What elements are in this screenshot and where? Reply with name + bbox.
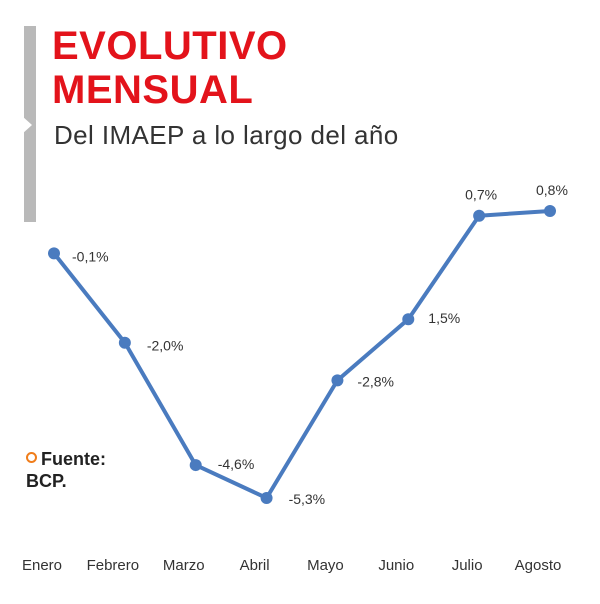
- data-point: [544, 205, 556, 217]
- x-tick-label: Junio: [378, 557, 414, 574]
- chart-title-line-1: EVOLUTIVO: [52, 24, 288, 68]
- data-label: 0,7%: [465, 187, 497, 203]
- x-tick-label: Julio: [452, 557, 483, 574]
- source-note: Fuente: BCP.: [26, 448, 106, 492]
- source-label-row: Fuente:: [26, 448, 106, 470]
- data-label: 1,5%: [428, 310, 460, 326]
- x-tick-label: Mayo: [307, 557, 344, 574]
- series-line: [52, 209, 552, 500]
- data-point: [260, 492, 273, 504]
- data-point: [189, 459, 202, 472]
- chart-title-line-2: MENSUAL: [52, 68, 254, 112]
- source-bullet-icon: [26, 452, 37, 463]
- data-point: [473, 209, 486, 222]
- data-label: 0,8%: [536, 182, 568, 198]
- title-accent-notch: [22, 116, 32, 134]
- data-label: -2,0%: [147, 338, 184, 354]
- x-tick-label: Febrero: [87, 557, 140, 574]
- plot-area: -0,1% -2,0% -4,6% -5,3% -2,8% 1,5% 0,7% 0,8% Ene…: [22, 182, 568, 574]
- data-point: [48, 247, 60, 260]
- data-label: -0,1%: [72, 248, 109, 264]
- chart-subtitle: Del IMAEP a lo largo del año: [54, 120, 399, 150]
- data-point: [402, 313, 415, 326]
- data-label: -5,3%: [289, 491, 326, 507]
- x-tick-label: Abril: [240, 557, 270, 574]
- x-tick-label: Marzo: [163, 557, 205, 574]
- data-point: [118, 336, 131, 349]
- data-label: -2,8%: [357, 373, 394, 389]
- source-label: Fuente:: [41, 449, 106, 469]
- data-label: -4,6%: [218, 456, 255, 472]
- source-value: BCP.: [26, 471, 67, 491]
- x-tick-label: Agosto: [515, 557, 562, 574]
- data-point: [331, 374, 344, 387]
- x-tick-label: Enero: [22, 557, 62, 574]
